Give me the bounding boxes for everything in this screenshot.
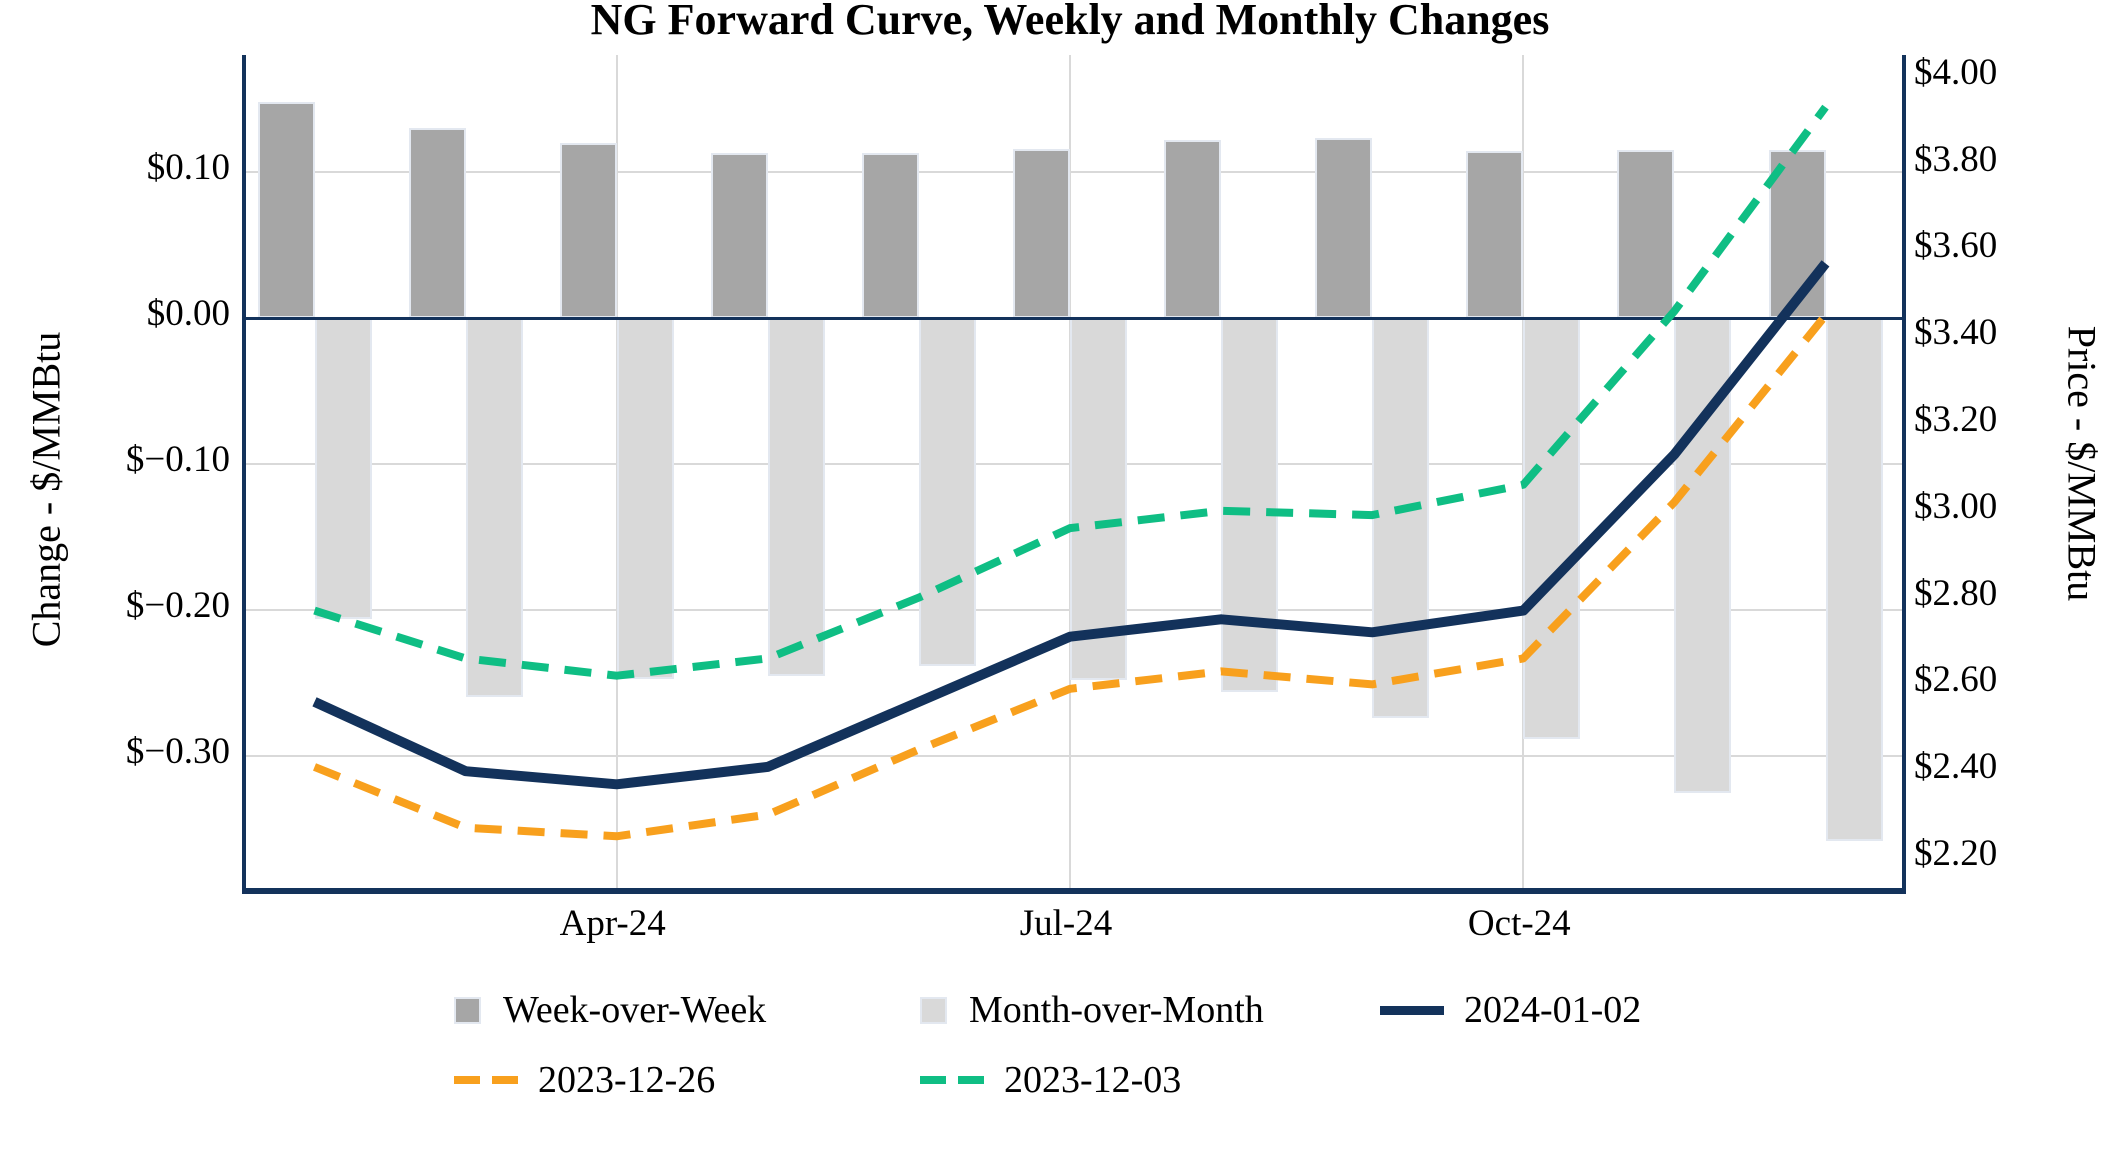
legend-label: 2023-12-03 [1004, 1059, 1182, 1101]
mom-bar [314, 318, 372, 620]
legend-row-2: 2023-12-26 2023-12-03 [242, 1045, 1898, 1115]
legend-item-2024-01-02: 2024-01-02 [1380, 975, 1641, 1045]
wow-bar [710, 152, 768, 319]
legend-label: Week-over-Week [503, 989, 767, 1031]
chart-title: NG Forward Curve, Weekly and Monthly Cha… [590, 0, 1550, 44]
left-tick-label: $−0.20 [125, 585, 230, 627]
price-lines [312, 104, 1830, 841]
wow-bar [1164, 139, 1222, 319]
wow-bar [257, 101, 315, 319]
zero-line [246, 316, 1902, 320]
legend-item-2023-12-03: 2023-12-03 [920, 1045, 1181, 1115]
right-tick-label: $3.80 [1914, 138, 1998, 180]
right-tick-label: $3.00 [1914, 485, 1998, 527]
mom-bar [1070, 318, 1127, 681]
legend-label: 2023-12-26 [538, 1059, 716, 1101]
horizontal-gridline [246, 755, 1902, 758]
mom-bar [1523, 318, 1581, 739]
line-2023-12-03 [313, 104, 1829, 680]
month-over-month-swatch-icon [920, 996, 947, 1024]
horizontal-gridline [246, 170, 1902, 173]
left-tick-label: $0.10 [146, 146, 230, 188]
mom-bar [1825, 318, 1883, 842]
left-axis-label: Change - $/MMBtu [23, 331, 69, 648]
wow-bar [408, 128, 466, 319]
mom-bar [1221, 318, 1279, 693]
x-tick-label: Oct-24 [1467, 903, 1571, 944]
right-tick-label: $2.40 [1914, 746, 1998, 788]
green-dashed-swatch-icon [920, 1076, 984, 1084]
wow-bar [559, 142, 617, 319]
mom-bar [465, 318, 523, 697]
line-2024-01-02 [312, 260, 1830, 790]
legend-label: 2024-01-02 [1464, 989, 1642, 1031]
wow-bar [1315, 138, 1373, 319]
line-2023-12-26 [313, 312, 1829, 841]
legend-item-2023-12-26: 2023-12-26 [454, 1045, 715, 1115]
wow-bar [1013, 148, 1070, 319]
right-tick-label: $2.60 [1914, 659, 1998, 701]
legend-row-1: Week-over-Week Month-over-Month 2024-01-… [242, 975, 1898, 1045]
mom-bar [616, 318, 674, 679]
legend: Week-over-Week Month-over-Month 2024-01-… [242, 975, 1898, 1115]
mom-bar [767, 318, 825, 677]
mom-bar [918, 318, 976, 666]
week-over-week-swatch-icon [454, 996, 481, 1024]
right-tick-label: $3.60 [1914, 225, 1998, 267]
right-tick-label: $2.80 [1914, 572, 1998, 614]
x-tick-label: Apr-24 [559, 903, 666, 944]
wow-bar [861, 152, 919, 319]
orange-dashed-swatch-icon [454, 1076, 518, 1084]
left-tick-label: $0.00 [146, 293, 230, 335]
solid-line-swatch-icon [1380, 1005, 1444, 1015]
right-tick-label: $4.00 [1914, 51, 1998, 93]
plot-area [242, 55, 1906, 894]
x-tick-label: Jul-24 [1019, 903, 1113, 944]
legend-item-month-over-month: Month-over-Month [920, 975, 1264, 1045]
right-tick-label: $2.20 [1914, 833, 1998, 875]
left-tick-label: $−0.30 [125, 731, 230, 773]
legend-item-week-over-week: Week-over-Week [454, 975, 766, 1045]
legend-label: Month-over-Month [969, 989, 1264, 1031]
left-tick-label: $−0.10 [125, 439, 230, 481]
right-tick-label: $3.40 [1914, 312, 1998, 354]
right-tick-label: $3.20 [1914, 398, 1998, 440]
